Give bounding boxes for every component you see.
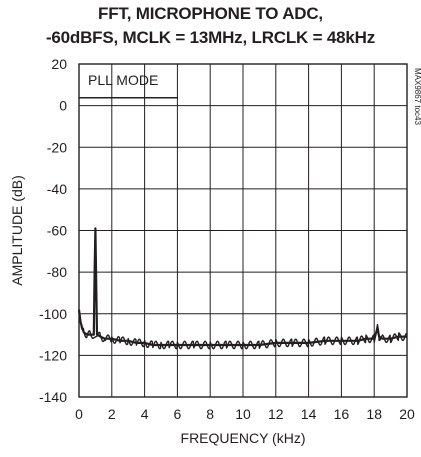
mode-annotation: PLL MODE xyxy=(88,72,158,88)
y-tick-label: 20 xyxy=(51,56,67,72)
x-tick-label: 20 xyxy=(399,406,415,422)
x-axis-label: FREQUENCY (kHz) xyxy=(181,430,306,446)
y-tick-label: -60 xyxy=(47,223,67,239)
x-tick-label: 18 xyxy=(366,406,382,422)
y-tick-label: -20 xyxy=(47,139,67,155)
chart-title-line-1: FFT, MICROPHONE TO ADC, xyxy=(98,4,323,23)
plot-frame xyxy=(78,63,408,398)
x-tick-label: 8 xyxy=(206,406,214,422)
annotation-underline xyxy=(79,97,178,99)
x-tick-label: 0 xyxy=(75,406,83,422)
x-tick-label: 16 xyxy=(334,406,350,422)
chart-title-line-2: -60dBFS, MCLK = 13MHz, LRCLK = 48kHz xyxy=(45,28,376,47)
y-tick-label: -100 xyxy=(39,306,67,322)
x-tick-label: 12 xyxy=(268,406,284,422)
y-tick-label: 0 xyxy=(59,98,67,114)
fft-noise-texture xyxy=(79,321,408,350)
tick-labels: 0 2 4 6 8 10 12 14 16 18 20 20 0 -20 -40 -60 -80 -100 -120… xyxy=(39,56,415,422)
x-tick-label: 6 xyxy=(174,406,182,422)
series-group xyxy=(77,227,408,350)
x-tick-label: 4 xyxy=(141,406,149,422)
x-tick-label: 10 xyxy=(235,406,251,422)
figure-code: MAX9867 toc43 xyxy=(413,68,421,125)
y-tick-label: -80 xyxy=(47,264,67,280)
y-tick-label: -140 xyxy=(39,389,67,405)
x-tick-label: 14 xyxy=(301,406,317,422)
x-tick-label: 2 xyxy=(108,406,116,422)
y-axis-label: AMPLITUDE (dB) xyxy=(9,175,25,285)
y-tick-label: -120 xyxy=(39,347,67,363)
y-tick-label: -40 xyxy=(47,181,67,197)
